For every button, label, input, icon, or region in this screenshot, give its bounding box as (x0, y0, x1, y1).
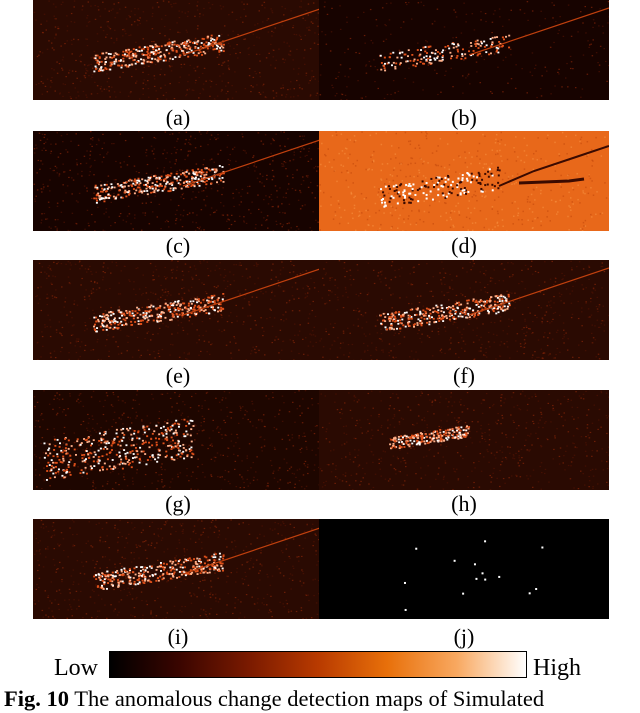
caption-text: The anomalous change detection maps of S… (69, 686, 545, 711)
panel-a (33, 0, 323, 100)
panel-label-d: (d) (451, 233, 477, 258)
colorbar-low-label: Low (54, 655, 98, 681)
panel-i (33, 519, 323, 619)
panel-c (33, 131, 323, 231)
panel-label-c: (c) (165, 233, 191, 258)
panel-g (33, 390, 323, 490)
panel-f (319, 260, 609, 360)
colorbar (109, 651, 527, 678)
panel-label-i: (i) (167, 624, 189, 649)
panel-d (319, 131, 609, 231)
panel-label-j: (j) (453, 624, 475, 649)
figure-caption: Fig. 10 The anomalous change detection m… (4, 686, 636, 712)
panel-label-h: (h) (451, 491, 477, 516)
panel-label-f: (f) (453, 363, 475, 388)
panel-label-a: (a) (165, 105, 191, 130)
colorbar-high-label: High (533, 655, 581, 681)
panel-label-b: (b) (451, 105, 477, 130)
panel-e (33, 260, 323, 360)
panel-label-g: (g) (165, 491, 191, 516)
panel-h (319, 390, 609, 490)
panel-b (319, 0, 609, 100)
panel-label-e: (e) (165, 363, 191, 388)
panel-j (319, 519, 609, 619)
caption-figure-number: Fig. 10 (4, 686, 69, 711)
